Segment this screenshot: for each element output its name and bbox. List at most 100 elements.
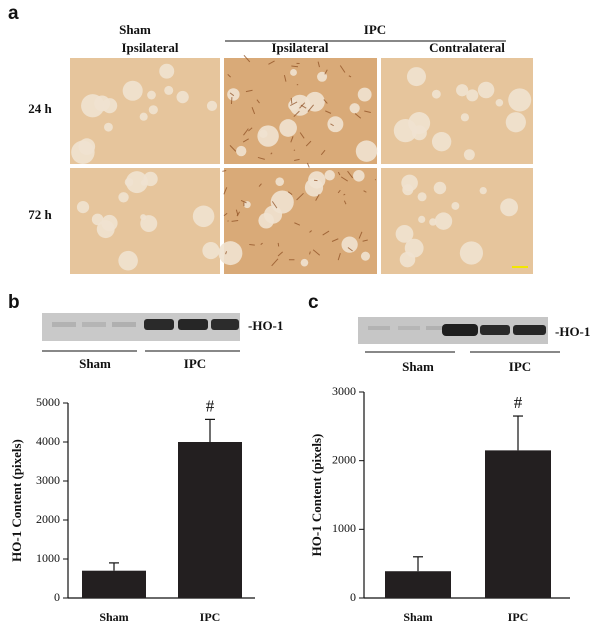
micrograph-fiber (229, 92, 235, 97)
western-blot (358, 317, 548, 344)
annotation: # (206, 396, 215, 415)
micrograph-fiber (227, 220, 229, 222)
lane-label: IPC (184, 356, 206, 371)
micrograph-fiber (257, 156, 265, 160)
micrograph-vacuole (104, 122, 113, 132)
micrograph-fiber (312, 249, 321, 256)
micrograph-fiber (320, 149, 326, 156)
micrograph-fiber (243, 54, 251, 63)
x-tick-label: Sham (99, 610, 128, 624)
micrograph-fiber (235, 209, 239, 216)
micrograph-fiber (331, 238, 339, 242)
micrograph-fiber (223, 187, 228, 195)
column-label: Contralateral (429, 40, 505, 55)
y-tick-label: 3000 (332, 384, 356, 398)
column-label: Ipsilateral (271, 40, 328, 55)
micrograph-fiber (291, 65, 299, 68)
micrograph-vacuole (206, 100, 218, 111)
micrograph (224, 168, 377, 274)
micrograph-fiber (354, 113, 362, 119)
micrograph-vacuole (140, 179, 147, 186)
x-tick-label: Sham (403, 610, 432, 624)
micrograph-fiber (287, 191, 293, 195)
micrograph-fiber (315, 194, 320, 201)
micrograph-vacuole (202, 242, 220, 260)
bar (178, 442, 242, 598)
micrograph-vacuole (288, 99, 299, 111)
micrograph-fiber (347, 170, 354, 179)
micrograph-vacuole (360, 251, 370, 261)
micrograph-vacuole (125, 171, 148, 194)
micrograph-vacuole (508, 88, 532, 112)
micrograph-vacuole (456, 84, 469, 97)
micrograph-vacuole (327, 116, 344, 133)
micrograph-fiber (337, 189, 341, 194)
panel-label: b (8, 292, 20, 313)
micrograph-vacuole (406, 67, 426, 87)
micrograph-fiber (290, 97, 293, 104)
micrograph-vacuole (147, 90, 156, 100)
y-tick-label: 1000 (36, 551, 60, 565)
micrograph-fiber (256, 99, 260, 104)
y-tick-label: 5000 (36, 395, 60, 409)
micrograph-vacuole (300, 258, 309, 267)
micrograph-fiber (236, 211, 241, 217)
micrograph-fiber (362, 239, 368, 242)
micrograph-fiber (270, 152, 273, 155)
micrograph-vacuole (148, 105, 158, 115)
micrograph-fiber (242, 138, 249, 143)
micrograph-fiber (290, 101, 298, 106)
micrograph-vacuole (355, 140, 378, 162)
row-label: 72 h (28, 207, 52, 222)
micrograph-vacuole (434, 212, 453, 230)
micrograph-fiber (296, 192, 304, 201)
y-tick-label: 1000 (332, 521, 356, 535)
micrograph-fiber (225, 251, 228, 255)
row-label: 24 h (28, 101, 52, 116)
y-tick-label: 2000 (36, 512, 60, 526)
micrograph-fiber (271, 201, 278, 209)
micrograph-vacuole (270, 190, 294, 214)
micrograph-fiber (249, 244, 255, 246)
micrograph-vacuole (495, 98, 504, 107)
micrograph-fiber (229, 145, 237, 152)
bar (82, 570, 146, 598)
micrograph-fiber (323, 99, 328, 104)
micrograph-fiber (260, 242, 263, 245)
micrograph-fiber (343, 200, 347, 205)
micrograph-vacuole (500, 198, 519, 217)
column-label: Ipsilateral (121, 40, 178, 55)
micrograph-vacuole (505, 112, 526, 133)
micrograph-vacuole (404, 238, 424, 258)
micrograph-vacuole (341, 236, 358, 253)
x-tick-label: IPC (200, 610, 221, 624)
micrograph-vacuole (96, 220, 115, 239)
x-tick-label: IPC (508, 610, 529, 624)
micrograph-vacuole (349, 103, 360, 114)
micrograph-vacuole (304, 178, 324, 197)
micrograph-vacuole (395, 224, 414, 243)
micrograph-vacuole (418, 215, 426, 223)
micrograph-fiber (305, 140, 312, 147)
y-tick-label: 0 (350, 590, 356, 604)
western-blot (42, 313, 240, 341)
micrograph-fiber (324, 69, 328, 75)
micrograph-fiber (245, 89, 253, 93)
micrograph-fiber (268, 60, 275, 65)
micrograph-vacuole (417, 192, 427, 202)
micrograph-fiber (322, 230, 330, 236)
micrograph-vacuole (143, 171, 158, 187)
bar (485, 450, 551, 598)
micrograph-fiber (251, 107, 256, 115)
micrograph-vacuole (433, 181, 447, 195)
micrograph-fiber (240, 200, 247, 204)
lane-label: IPC (509, 359, 531, 374)
micrograph-vacuole (460, 113, 470, 122)
micrograph-fiber (358, 231, 363, 239)
micrograph-fiber (343, 193, 346, 196)
micrograph-fiber (258, 183, 262, 187)
micrograph-vacuole (218, 241, 243, 266)
micrograph-fiber (231, 219, 239, 222)
micrograph-vacuole (479, 186, 487, 195)
